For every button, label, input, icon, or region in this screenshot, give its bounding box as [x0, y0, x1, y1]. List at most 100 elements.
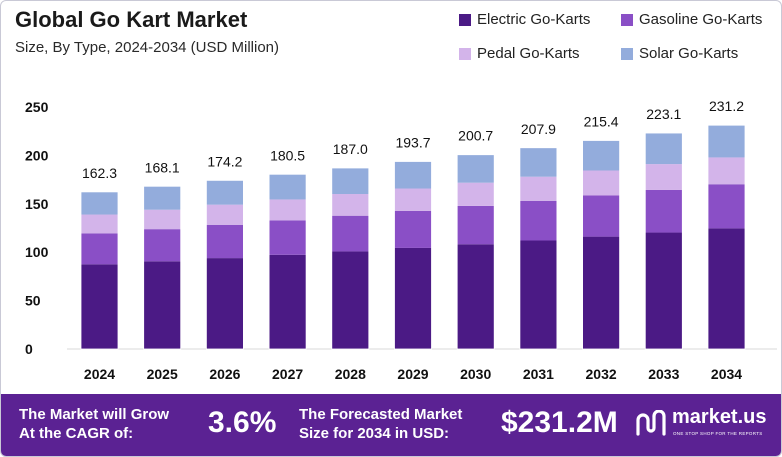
bar-segment-electric-go-karts	[394, 247, 432, 349]
bar-segment-solar-go-karts	[81, 191, 118, 215]
bar-segment-solar-go-karts	[206, 180, 244, 205]
bar-segment-electric-go-karts	[206, 258, 244, 349]
forecast-value: $231.2M	[501, 406, 618, 439]
legend-swatch-gasoline	[621, 13, 633, 26]
cagr-value: 3.6%	[208, 406, 277, 439]
legend-item-solar: Solar Go-Karts	[621, 45, 738, 62]
legend-swatch-solar	[621, 47, 633, 60]
bar-segment-solar-go-karts	[143, 186, 181, 210]
footer-banner: The Market will Grow At the CAGR of: 3.6…	[1, 394, 781, 456]
bar-total-label: 223.1	[646, 106, 681, 122]
bar-segment-solar-go-karts	[457, 154, 495, 183]
bar-segment-pedal-go-karts	[206, 204, 244, 225]
x-tick-label: 2032	[586, 366, 617, 382]
x-tick-label: 2028	[335, 366, 366, 382]
bar-segment-pedal-go-karts	[457, 182, 495, 206]
bar-segment-solar-go-karts	[582, 140, 620, 171]
legend-label-electric: Electric Go-Karts	[477, 11, 591, 28]
bar-segment-electric-go-karts	[269, 254, 307, 349]
bar-total-label: 168.1	[145, 159, 180, 175]
bar-segment-electric-go-karts	[81, 264, 118, 349]
bar-outline	[707, 124, 746, 350]
x-tick-label: 2034	[711, 366, 742, 382]
bar-segment-solar-go-karts	[519, 147, 557, 177]
bar-total-label: 187.0	[333, 141, 368, 157]
bar-outline	[331, 167, 370, 350]
y-tick-label: 200	[25, 147, 49, 163]
bar-segment-solar-go-karts	[645, 133, 683, 165]
bar-segment-pedal-go-karts	[708, 157, 745, 185]
x-tick-label: 2033	[648, 366, 679, 382]
bar-total-label: 207.9	[521, 121, 556, 137]
bar-outline	[394, 161, 432, 350]
cagr-label-line2: At the CAGR of:	[19, 425, 134, 442]
bar-segment-pedal-go-karts	[81, 214, 118, 234]
bar-outline	[519, 147, 558, 350]
chart-subtitle: Size, By Type, 2024-2034 (USD Million)	[15, 39, 280, 56]
bar-total-label: 162.3	[82, 165, 117, 181]
chart-title: Global Go Kart Market	[15, 7, 248, 32]
bar-total-label: 193.7	[395, 134, 430, 150]
bar-segment-pedal-go-karts	[519, 176, 557, 201]
bar-total-label: 180.5	[270, 147, 305, 163]
x-tick-label: 2026	[209, 366, 240, 382]
legend-swatch-pedal	[459, 47, 471, 60]
cagr-label: The Market will Grow At the CAGR of:	[19, 405, 169, 443]
bar-segment-gasoline-go-karts	[394, 210, 432, 248]
bar-segment-solar-go-karts	[331, 167, 369, 195]
bar-segment-solar-go-karts	[269, 174, 307, 200]
y-tick-label: 150	[25, 196, 49, 212]
bar-segment-pedal-go-karts	[269, 199, 307, 221]
y-tick-label: 100	[25, 244, 49, 260]
x-tick-label: 2027	[272, 366, 303, 382]
bar-segment-solar-go-karts	[394, 161, 432, 189]
cagr-label-line1: The Market will Grow	[19, 406, 170, 423]
forecast-label-line2: Size for 2034 in USD:	[299, 425, 450, 442]
bar-segment-electric-go-karts	[331, 251, 369, 349]
bar-segment-electric-go-karts	[708, 228, 745, 349]
legend-label-gasoline: Gasoline Go-Karts	[639, 11, 763, 28]
legend-label-solar: Solar Go-Karts	[639, 45, 739, 62]
x-tick-label: 2029	[397, 366, 428, 382]
legend-item-pedal: Pedal Go-Karts	[459, 45, 580, 62]
bar-segment-gasoline-go-karts	[519, 200, 557, 241]
bar-segment-gasoline-go-karts	[143, 229, 181, 262]
y-tick-label: 250	[25, 99, 49, 115]
bar-outline	[80, 191, 119, 350]
bar-segment-electric-go-karts	[457, 244, 495, 349]
bar-total-label: 215.4	[584, 113, 619, 129]
legend-item-electric: Electric Go-Karts	[459, 11, 590, 28]
bar-segment-electric-go-karts	[582, 236, 620, 349]
legend-swatch-electric	[459, 13, 471, 26]
bar-segment-pedal-go-karts	[394, 188, 432, 211]
y-tick-label: 50	[25, 293, 41, 309]
bar-segment-electric-go-karts	[143, 261, 181, 349]
x-tick-label: 2030	[460, 366, 491, 382]
bar-outline	[205, 179, 244, 350]
bar-outline	[644, 132, 683, 350]
bar-segment-gasoline-go-karts	[331, 215, 369, 252]
legend-item-gasoline: Gasoline Go-Karts	[621, 11, 762, 28]
bar-outline	[268, 173, 307, 350]
bar-segment-gasoline-go-karts	[81, 233, 118, 265]
x-tick-label: 2031	[523, 366, 554, 382]
legend-label-pedal: Pedal Go-Karts	[477, 45, 580, 62]
bar-segment-pedal-go-karts	[143, 209, 181, 230]
bar-total-label: 174.2	[207, 153, 242, 169]
bar-outline	[143, 185, 182, 350]
bar-outline	[456, 154, 495, 350]
stacked-bar-chart: 0 50 100 150 200 250 162.3 2024 168.1 2025 174.2 20…	[25, 98, 777, 382]
bar-segment-solar-go-karts	[708, 125, 745, 158]
bar-total-label: 231.2	[709, 98, 744, 114]
bar-total-label: 200.7	[458, 128, 493, 144]
brand-name: market.us	[672, 406, 767, 428]
bar-segment-gasoline-go-karts	[645, 189, 683, 233]
brand-tagline: ONE STOP SHOP FOR THE REPORTS	[673, 431, 763, 436]
bar-segment-gasoline-go-karts	[206, 224, 244, 259]
bar-segment-gasoline-go-karts	[457, 205, 495, 245]
bar-segment-gasoline-go-karts	[708, 184, 745, 229]
market-us-logo-icon	[636, 410, 666, 436]
x-tick-label: 2024	[84, 366, 115, 382]
bar-outline	[582, 140, 620, 350]
